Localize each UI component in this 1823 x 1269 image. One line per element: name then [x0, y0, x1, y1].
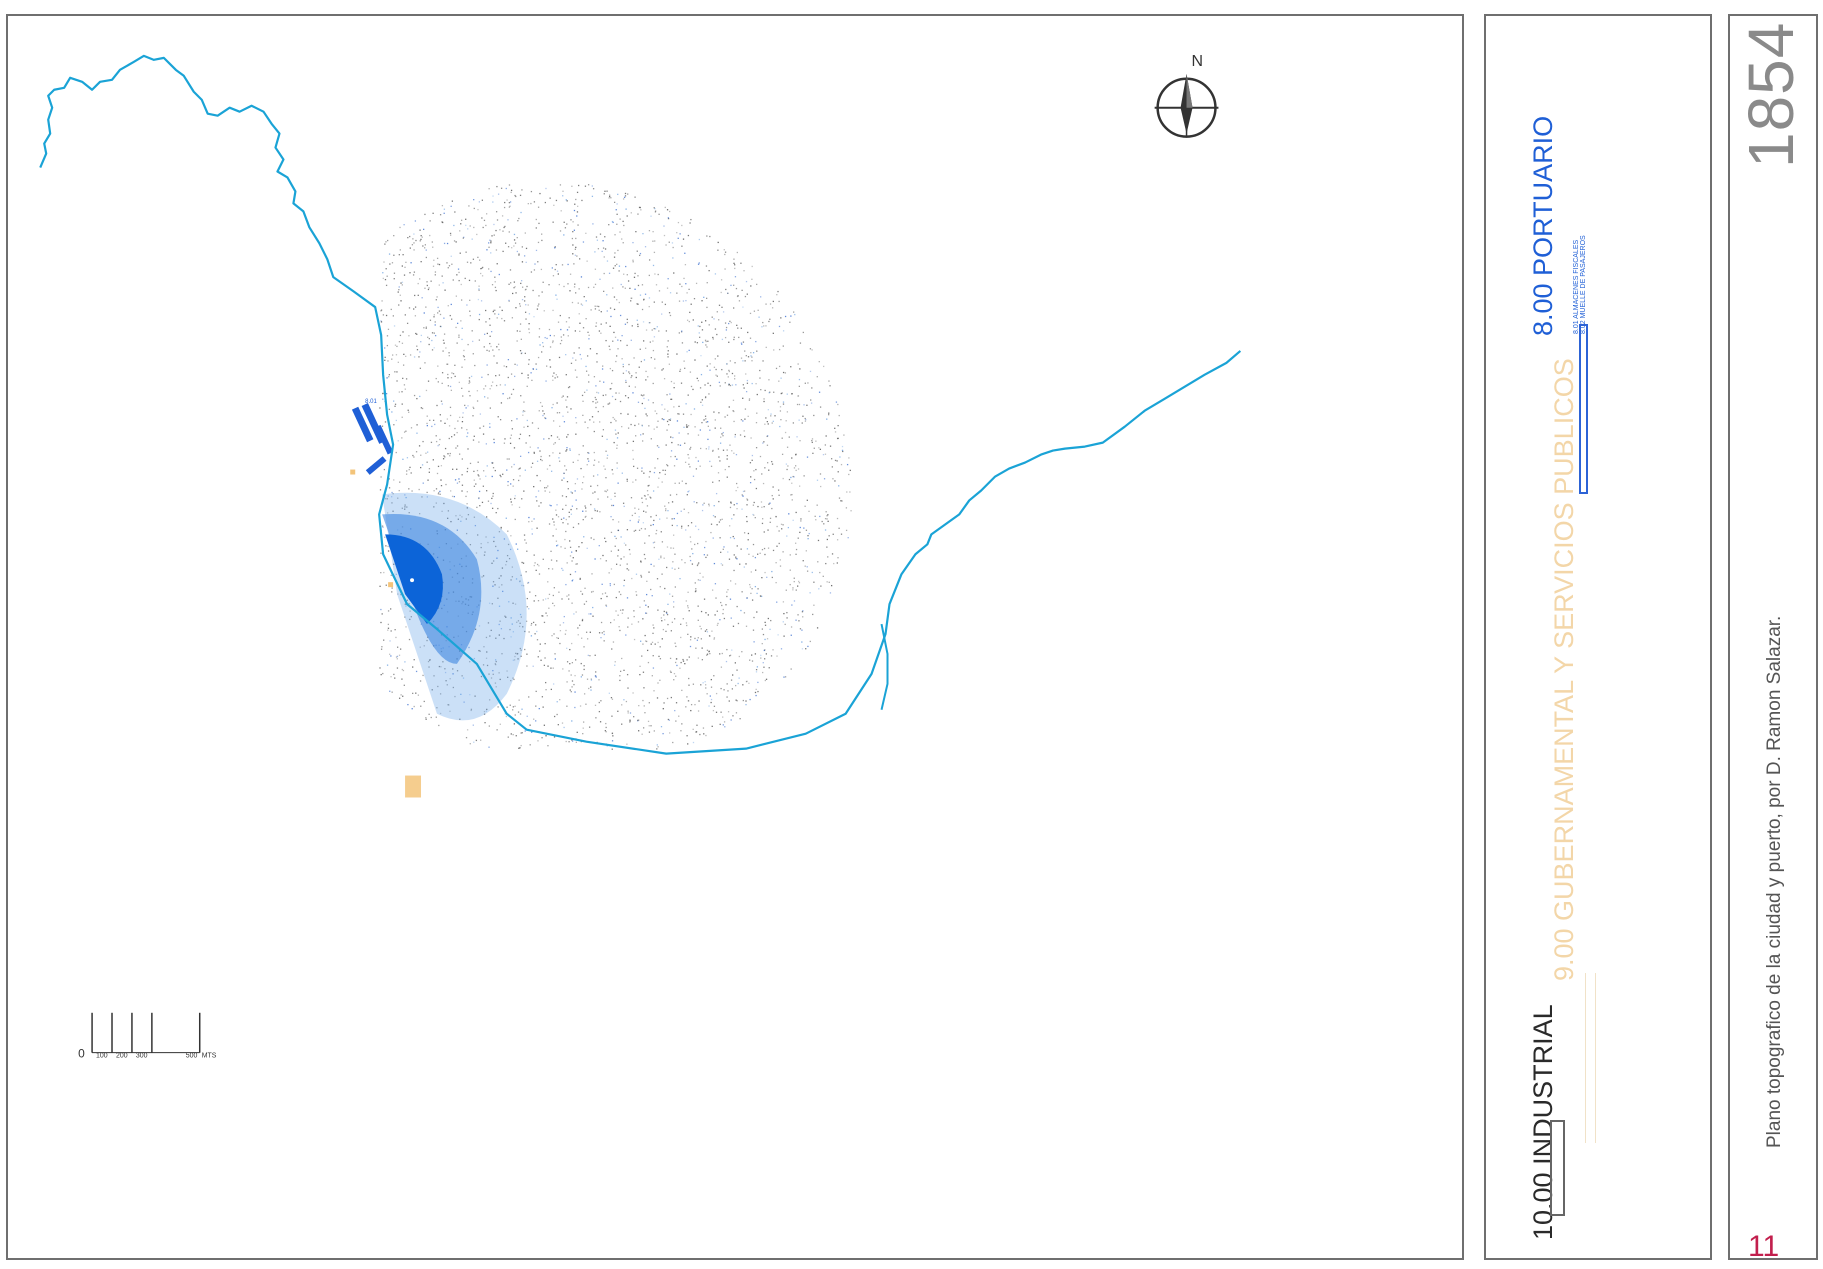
gov-building-1 — [405, 775, 422, 798]
legend-port-subitem: 8.02 MUELLE DE PASAJEROS — [1580, 235, 1587, 334]
scale-label-0: 0 — [78, 1047, 85, 1061]
title-panel: 1854 Plano topografico de la ciudad y pu… — [1728, 14, 1818, 1263]
scale-label-500: 500 — [186, 1053, 198, 1060]
pier-3 — [375, 424, 394, 455]
harbor-zones — [382, 492, 527, 721]
pier-label: 8.01 — [365, 399, 377, 405]
map-canvas: 8.01 N 0 100 — [39, 53, 1242, 1061]
gov-building-2 — [350, 469, 356, 475]
scale-label-unit: MTS — [202, 1053, 217, 1060]
river — [880, 623, 889, 710]
legend-gov-swatch — [1585, 973, 1596, 1143]
legend-port-swatch — [1579, 324, 1588, 494]
port-piers: 8.01 — [351, 399, 394, 475]
map-caption: Plano topografico de la ciudad y puerto,… — [1764, 615, 1785, 1148]
gov-building-3 — [388, 582, 394, 588]
coastline — [39, 54, 1242, 755]
compass-rose-icon: N — [1154, 53, 1219, 138]
compass-north-label: N — [1192, 53, 1204, 70]
legend-gov-label: 9.00 GUBERNAMENTAL Y SERVICIOS PUBLICOS — [1549, 358, 1579, 981]
harbor-zone-inner — [385, 534, 443, 625]
scale-label-100: 100 — [96, 1053, 108, 1060]
scale-bar: 0 100 200 300 500 MTS — [78, 1012, 217, 1061]
plate-number: 11 — [1748, 1230, 1780, 1263]
legend-panel: 10.00 INDUSTRIAL 9.00 GUBERNAMENTAL Y SE… — [1484, 14, 1712, 1260]
scale-label-300: 300 — [136, 1053, 148, 1060]
government-buildings — [350, 469, 422, 798]
pier-1 — [351, 406, 374, 443]
scale-label-200: 200 — [116, 1053, 128, 1060]
map-year: 1854 — [1735, 21, 1807, 168]
pier-4 — [365, 456, 387, 475]
legend-port-label: 8.00 PORTUARIO — [1528, 115, 1558, 336]
legend-industrial-swatch — [1550, 1120, 1565, 1216]
harbor-center-mark — [410, 578, 415, 583]
map-panel: 8.01 N 0 100 — [6, 14, 1464, 1260]
legend-port-subitem: 8.01 ALMACENES FISCALES — [1573, 239, 1580, 334]
